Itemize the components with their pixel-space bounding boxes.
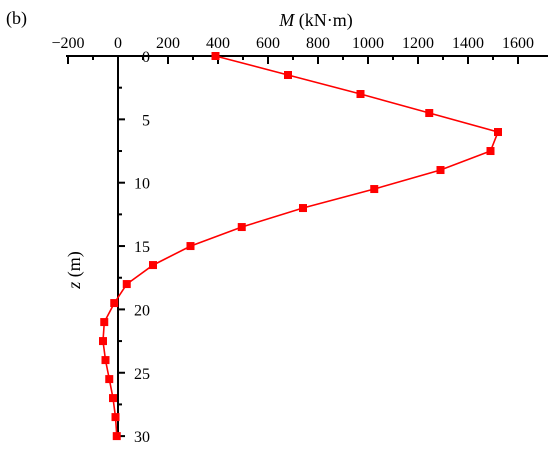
x-tick-label: −200 [51, 35, 84, 52]
x-axis-ticks: −200 0 200 400 600 800 1000 1200 1400 1600 [51, 35, 534, 64]
moment-data-point [110, 299, 119, 308]
y-axis-title: z (m) [64, 251, 85, 290]
y-tick-label: 0 [142, 49, 150, 66]
moment-data-point [211, 52, 220, 60]
x-tick-label: 1400 [452, 35, 484, 52]
y-tick-label: 30 [134, 429, 150, 446]
x-tick-label: 200 [156, 35, 180, 52]
y-tick-label: 25 [134, 366, 150, 383]
x-axis: −200 0 200 400 600 800 1000 1200 1400 1600 [51, 35, 548, 64]
y-tick-label: 15 [134, 239, 150, 256]
moment-data-point [109, 394, 117, 403]
y-axis-ticks: 0 5 10 15 20 25 30 [118, 49, 150, 446]
x-tick-label: 600 [256, 35, 280, 52]
y-tick-label: 20 [134, 302, 150, 319]
moment-series-line [102, 55, 500, 437]
y-axis: 0 5 10 15 20 25 30 [117, 49, 150, 446]
moment-data-point [370, 185, 379, 194]
x-axis-title-symbol: M [278, 10, 295, 30]
moment-data-point [99, 337, 107, 346]
y-tick-label: 10 [134, 176, 150, 193]
moment-data-point [494, 128, 502, 137]
y-axis-title-unit: (m) [64, 251, 85, 282]
moment-data-point [299, 204, 307, 213]
moment-data-point [112, 432, 121, 441]
moment-data-point [237, 223, 246, 232]
x-axis-title: M (kN·m) [278, 10, 352, 31]
x-tick-label: 0 [114, 35, 122, 52]
moment-data-point [100, 318, 109, 327]
moment-data-point [436, 166, 445, 175]
moment-data-point [486, 147, 495, 156]
panel-label: (b) [6, 8, 27, 29]
moment-data-point [122, 280, 131, 289]
x-axis-title-unit: (kN·m) [294, 10, 352, 31]
moment-data-point [284, 71, 292, 80]
x-tick-label: 1000 [352, 35, 384, 52]
moment-data-point [356, 90, 365, 99]
moment-data-point [425, 109, 434, 118]
x-tick-label: 800 [306, 35, 330, 52]
moment-data-point [101, 356, 110, 365]
series-layer [99, 52, 502, 441]
x-tick-label: 1200 [402, 35, 434, 52]
moment-data-point [149, 261, 157, 270]
y-axis-title-symbol: z [64, 282, 84, 290]
y-tick-label: 5 [142, 112, 150, 129]
moment-data-point [105, 375, 114, 384]
x-tick-label: 1600 [502, 35, 534, 52]
moment-data-point [186, 242, 195, 251]
moment-data-point [111, 413, 120, 422]
x-tick-label: 400 [206, 35, 230, 52]
